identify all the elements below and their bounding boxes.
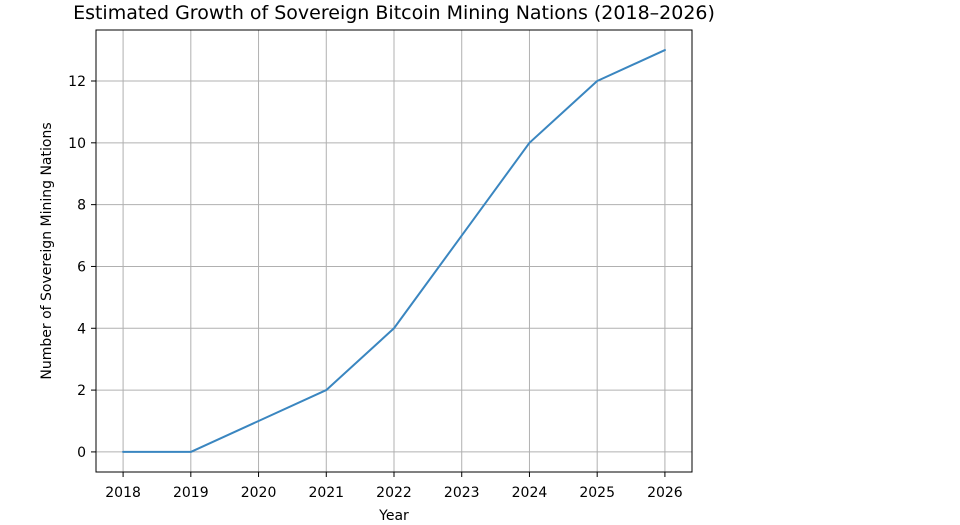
y-tick-label: 6: [77, 259, 86, 275]
x-tick-label: 2020: [241, 485, 277, 501]
x-tick-label: 2023: [444, 485, 480, 501]
chart-title: Estimated Growth of Sovereign Bitcoin Mi…: [73, 2, 715, 24]
x-tick-label: 2025: [579, 485, 615, 501]
x-tick-label: 2022: [376, 485, 412, 501]
x-tick-label: 2026: [647, 485, 683, 501]
y-tick-label: 0: [77, 445, 86, 461]
series-layer: [122, 49, 666, 453]
x-tick-label: 2021: [308, 485, 344, 501]
x-axis-label: Year: [378, 508, 409, 524]
grid-lines: [96, 30, 692, 472]
y-tick-label: 8: [77, 198, 86, 214]
y-tick-label: 10: [68, 136, 86, 152]
x-axis-ticks: 2018 2019 2020 2021 2022 2023 2024 2025 2026: [105, 472, 683, 501]
y-tick-label: 2: [77, 383, 86, 399]
y-tick-label: 4: [77, 321, 86, 337]
series-line: [122, 49, 666, 453]
y-axis-label: Number of Sovereign Mining Nations: [39, 122, 55, 379]
x-tick-label: 2024: [512, 485, 548, 501]
y-axis-ticks: 0 2 4 6 8 10 12: [68, 74, 96, 461]
x-tick-label: 2019: [173, 485, 209, 501]
x-tick-label: 2018: [105, 485, 141, 501]
y-tick-label: 12: [68, 74, 86, 90]
